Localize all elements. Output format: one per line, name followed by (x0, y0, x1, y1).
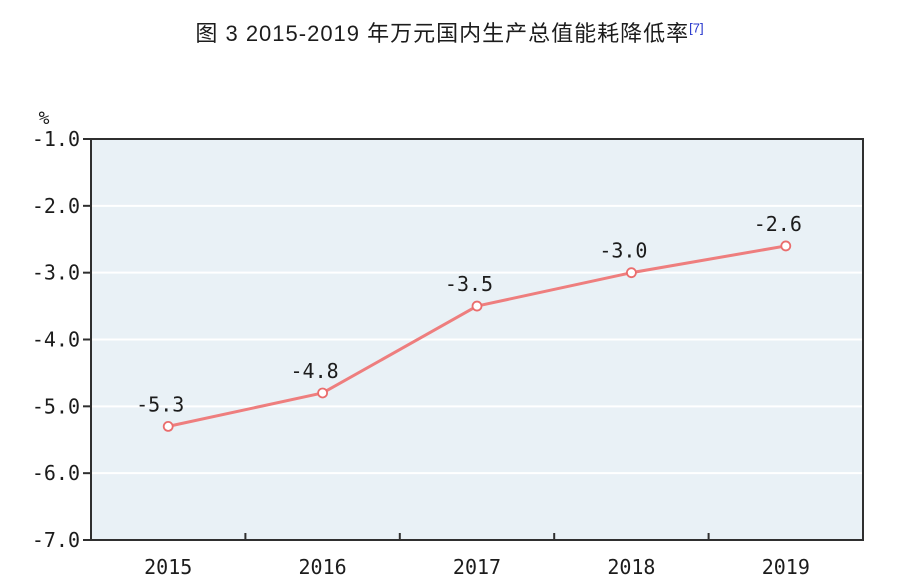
y-tick-label: -5.0 (32, 394, 80, 418)
data-point-label: -4.8 (291, 359, 339, 383)
data-point-marker (162, 420, 174, 432)
y-tick-label: -4.0 (32, 328, 80, 352)
data-point-label: -3.5 (445, 272, 493, 296)
y-tick-label: -6.0 (32, 461, 80, 485)
data-point-marker (626, 267, 637, 279)
data-point-label: -3.0 (599, 239, 647, 263)
footnote-ref: [7] (689, 20, 704, 36)
x-tick-label: 2016 (299, 555, 347, 579)
y-tick-label: -2.0 (32, 194, 80, 218)
y-axis-unit-label: % (39, 108, 50, 129)
data-point-marker (471, 300, 483, 312)
data-point-label: -2.6 (754, 212, 802, 236)
x-tick-label: 2017 (453, 555, 501, 579)
data-point-marker (317, 387, 329, 399)
chart-title-text: 图 3 2015-2019 年万元国内生产总值能耗降低率 (195, 21, 690, 46)
x-tick-label: 2018 (607, 555, 655, 579)
x-tick-label: 2019 (762, 555, 810, 579)
data-point-marker (780, 240, 792, 252)
y-tick-label: -3.0 (32, 261, 80, 285)
y-tick-label: -1.0 (32, 127, 80, 151)
data-point-label: -5.3 (136, 392, 184, 416)
x-tick-label: 2015 (144, 555, 192, 579)
y-tick-label: -7.0 (32, 528, 80, 552)
chart-title: 图 3 2015-2019 年万元国内生产总值能耗降低率[7] (0, 16, 899, 48)
